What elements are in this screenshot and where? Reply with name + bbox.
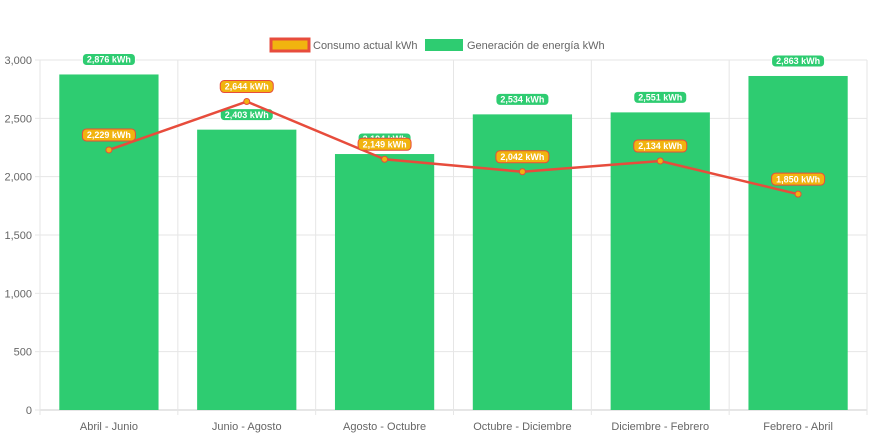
bar-data-label: 2,551 kWh: [633, 90, 688, 104]
line-data-label-text: 1,850 kWh: [776, 174, 820, 184]
line-point[interactable]: [656, 157, 664, 165]
legend-swatch-consumo: [269, 37, 311, 53]
bar[interactable]: [610, 112, 710, 410]
legend-item-generacion[interactable]: Generación de energía kWh: [425, 39, 605, 52]
bar-data-label-text: 2,551 kWh: [638, 93, 682, 103]
bar[interactable]: [197, 129, 297, 410]
bar-data-label-text: 2,534 kWh: [500, 95, 544, 105]
grid-layer: [35, 59, 868, 415]
bar-data-label: 2,863 kWh: [771, 54, 826, 68]
line-data-label: 2,149 kWh: [357, 137, 412, 151]
bar-data-label-bg: [81, 52, 136, 66]
line-data-label-bg: [81, 128, 136, 142]
xtick-label: Octubre - Diciembre: [473, 421, 571, 433]
bar-data-label: 2,534 kWh: [495, 92, 550, 106]
line-data-label-text: 2,134 kWh: [638, 141, 682, 151]
line-data-label: 2,042 kWh: [495, 150, 550, 164]
line-data-label-bg: [633, 139, 688, 153]
line-data-label-bg: [357, 137, 412, 151]
line-data-label-bg: [771, 172, 826, 186]
xtick-label: Diciembre - Febrero: [611, 421, 709, 433]
ytick-label: 3,000: [4, 55, 32, 67]
bar-data-label: 2,403 kWh: [219, 108, 274, 122]
line-data-labels: 2,229 kWh 2,644 kWh 2,149 kWh 2,042 kWh 2,13…: [81, 80, 826, 186]
line-point[interactable]: [794, 190, 802, 198]
bar-data-label-bg: [495, 92, 550, 106]
line-data-label: 2,644 kWh: [219, 80, 274, 94]
legend-label-generacion: Generación de energía kWh: [467, 40, 605, 52]
ytick-label: 1,500: [4, 230, 32, 242]
bar[interactable]: [748, 75, 848, 410]
line-data-label: 2,229 kWh: [81, 128, 136, 142]
line-data-label: 2,134 kWh: [633, 139, 688, 153]
bar-data-label-text: 2,876 kWh: [87, 55, 131, 65]
legend-item-consumo[interactable]: Consumo actual kWh: [269, 37, 418, 53]
bar-data-label-bg: [633, 90, 688, 104]
bar-series: [59, 74, 848, 410]
line-data-label-bg: [495, 150, 550, 164]
ytick-label: 0: [26, 405, 32, 417]
ytick-label: 2,500: [4, 113, 32, 125]
ytick-label: 500: [14, 347, 32, 359]
bar-data-label-bg: [219, 108, 274, 122]
line-data-label-text: 2,042 kWh: [500, 152, 544, 162]
bar[interactable]: [59, 74, 159, 410]
xtick-label: Febrero - Abril: [763, 421, 833, 433]
bar-data-label: 2,876 kWh: [81, 52, 136, 66]
legend: Consumo actual kWh Generación de energía…: [269, 37, 605, 53]
bar-data-label-text: 2,403 kWh: [225, 110, 269, 120]
line-point[interactable]: [105, 146, 113, 154]
line-data-label-bg: [219, 80, 274, 94]
x-axis: Abril - Junio Junio - Agosto Agosto - Octu…: [80, 421, 833, 433]
bar-data-label-text: 2,863 kWh: [776, 56, 820, 66]
ytick-label: 1,000: [4, 288, 32, 300]
bar[interactable]: [334, 154, 435, 410]
line-data-label-text: 2,644 kWh: [225, 82, 269, 92]
y-axis: 0 500 1,000 1,500 2,000 2,500 3,000: [4, 55, 32, 417]
legend-label-consumo: Consumo actual kWh: [313, 40, 418, 52]
bar[interactable]: [472, 114, 573, 410]
consumo-line: [108, 100, 799, 196]
line-point[interactable]: [381, 155, 389, 163]
line-series: [105, 98, 802, 198]
line-data-label-text: 2,229 kWh: [87, 130, 131, 140]
xtick-label: Agosto - Octubre: [343, 421, 426, 433]
ytick-label: 2,000: [4, 172, 32, 184]
xtick-label: Abril - Junio: [80, 421, 138, 433]
line-point[interactable]: [518, 168, 526, 176]
bar-data-label-bg: [771, 54, 826, 68]
line-data-label: 1,850 kWh: [771, 172, 826, 186]
xtick-label: Junio - Agosto: [212, 421, 282, 433]
line-point[interactable]: [243, 98, 251, 106]
line-data-label-text: 2,149 kWh: [363, 139, 407, 149]
legend-swatch-generacion: [425, 39, 463, 51]
